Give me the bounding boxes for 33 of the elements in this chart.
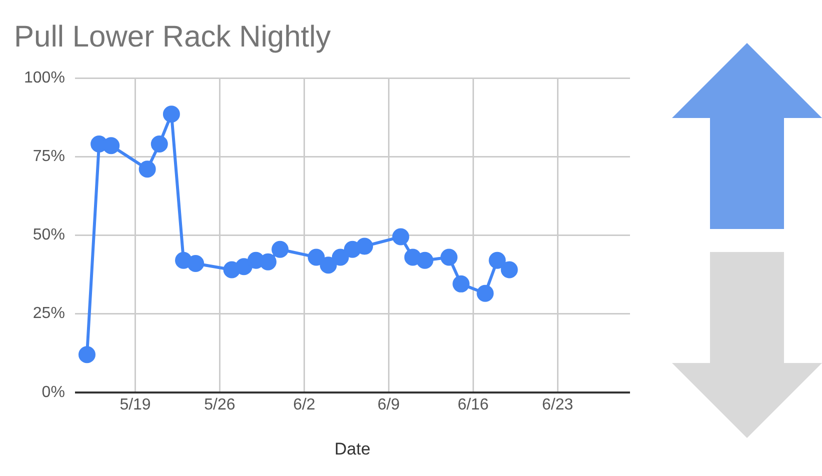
x-axis-title: Date — [334, 439, 370, 458]
point — [308, 248, 325, 266]
point — [320, 256, 337, 274]
point — [78, 346, 96, 364]
point — [476, 284, 494, 302]
y-tick-label: 50% — [32, 226, 65, 244]
point — [138, 160, 156, 178]
point — [488, 252, 506, 269]
point — [500, 261, 518, 278]
point — [452, 275, 470, 292]
point — [356, 238, 374, 255]
point — [150, 136, 168, 153]
point — [332, 248, 349, 266]
x-tick-label: 6/9 — [378, 396, 400, 414]
point — [440, 248, 458, 266]
point — [102, 137, 120, 154]
point — [162, 106, 180, 123]
y-tick-label: 100% — [24, 69, 65, 86]
y-tick-label: 75% — [32, 148, 65, 166]
point — [235, 258, 252, 276]
y-tick-label: 25% — [32, 305, 65, 322]
point — [392, 228, 410, 246]
y-tick-label: 0% — [42, 384, 65, 401]
x-tick-label: 6/16 — [458, 396, 489, 414]
x-tick-label: 6/23 — [542, 396, 574, 414]
x-tick-label: 6/2 — [293, 396, 316, 414]
point — [272, 240, 289, 258]
point — [416, 252, 434, 269]
chart-title: Pull Lower Rack Nightly — [14, 20, 331, 54]
x-tick-label: 5/19 — [120, 396, 151, 414]
point — [259, 253, 276, 270]
point — [187, 254, 204, 272]
x-tick-label: 5/26 — [204, 396, 236, 414]
